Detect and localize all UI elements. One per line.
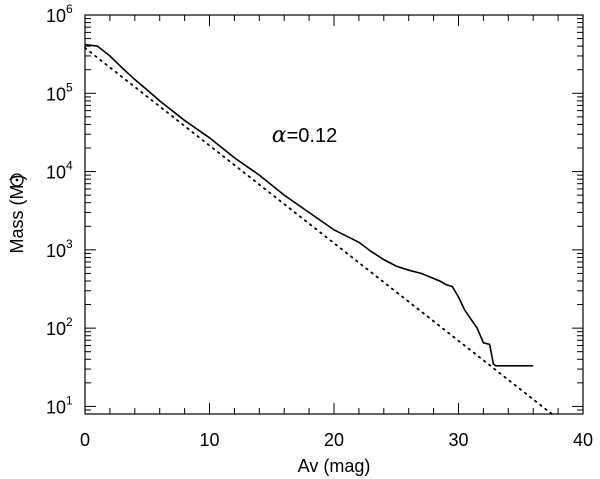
- x-tick-label: 10: [199, 430, 219, 450]
- alpha-value: =0.12: [287, 125, 338, 147]
- y-tick-label: 102: [46, 315, 73, 339]
- sun-ring: [10, 173, 24, 187]
- y-tick-label: 103: [46, 237, 73, 261]
- x-tick-label: 30: [448, 430, 468, 450]
- alpha-symbol: α: [272, 123, 287, 148]
- sun-symbol-icon: [10, 173, 24, 187]
- x-axis-label: Av (mag): [298, 456, 371, 476]
- sun-dot: [15, 178, 19, 182]
- y-axis-label-prefix: Mass (M: [7, 185, 27, 254]
- axis-ticks: [84, 14, 584, 415]
- y-tick-label: 105: [46, 80, 73, 104]
- mass-curve-line: [84, 43, 534, 367]
- sun-glyph: [10, 173, 24, 187]
- alpha-annotation: α=0.12: [272, 123, 337, 148]
- x-tick-label: 0: [80, 430, 90, 450]
- axis-tick-labels: 0 10 20 30 40 101 102 103 104 105 106: [46, 2, 593, 450]
- power-law-fit-line: [84, 47, 553, 415]
- x-tick-label: 40: [573, 430, 593, 450]
- plot-frame: [84, 14, 584, 415]
- y-axis-label: Mass (M ): [7, 174, 27, 253]
- y-tick-label: 106: [46, 2, 73, 26]
- svg-text:Mass (M ): Mass (M ): [7, 174, 27, 253]
- data-series: [84, 43, 553, 415]
- x-tick-label: 20: [324, 430, 344, 450]
- y-tick-label: 101: [46, 393, 73, 417]
- y-tick-label: 104: [46, 159, 73, 183]
- y-axis-label-suffix: ): [7, 174, 27, 180]
